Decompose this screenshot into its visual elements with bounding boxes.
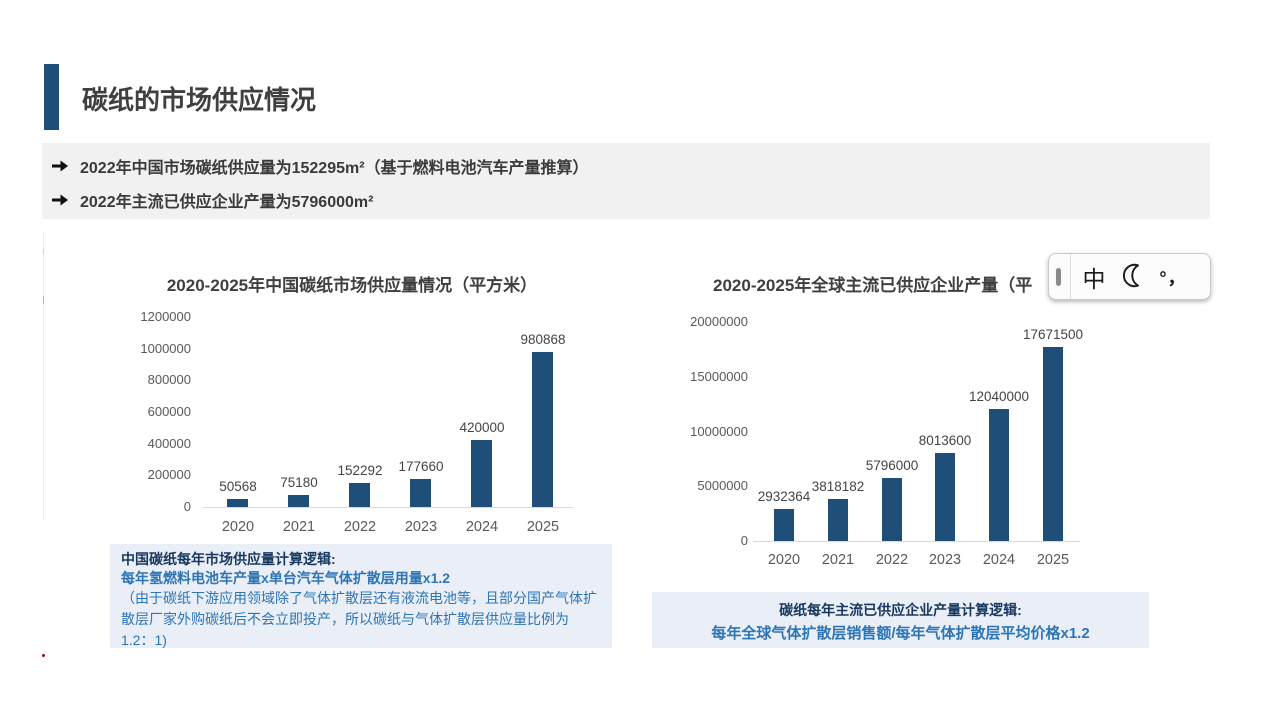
ime-punctuation-toggle-button[interactable]: °， <box>1153 254 1193 299</box>
x-axis-tick-label: 2024 <box>982 552 1016 568</box>
bar-2025 <box>1043 347 1063 541</box>
key-point-text: 2022年主流已供应企业产量为5796000m² <box>80 194 374 211</box>
x-axis-tick-label: 2022 <box>343 519 377 535</box>
key-points-band <box>42 143 1210 219</box>
china-calculation-note: 中国碳纸每年市场供应量计算逻辑: 每年氢燃料电池车产量x单台汽车气体扩散层用量x… <box>110 544 612 648</box>
bar-value-label: 980868 <box>520 332 566 347</box>
ime-toolbar: 中 °， <box>1048 253 1211 300</box>
x-axis-tick-label: 2020 <box>767 552 801 568</box>
bar-2023 <box>935 453 955 541</box>
faint-guide-line <box>43 232 44 520</box>
x-axis-tick-label: 2021 <box>821 552 855 568</box>
bar-value-label: 152292 <box>337 463 383 478</box>
crescent-moon-icon <box>1120 262 1147 292</box>
faint-guide-mark <box>43 249 44 254</box>
y-axis-tick-label: 200000 <box>147 467 191 482</box>
global-calculation-note: 碳纸每年主流已供应企业产量计算逻辑: 每年全球气体扩散层销售额/每年气体扩散层平… <box>652 592 1149 648</box>
title-accent-bar <box>44 64 59 130</box>
global-production-chart-title: 2020-2025年全球主流已供应企业产量（平 <box>713 276 1033 295</box>
bar-2025 <box>532 352 553 507</box>
y-axis-tick-label: 20000000 <box>690 314 748 329</box>
x-axis-tick-label: 2021 <box>282 519 316 535</box>
x-axis-line <box>203 507 573 508</box>
x-axis-line <box>753 541 1080 542</box>
arrow-bullet-icon <box>52 159 69 173</box>
note-heading: 中国碳纸每年市场供应量计算逻辑: <box>121 551 336 567</box>
x-axis-tick-label: 2025 <box>526 519 560 535</box>
y-axis-tick-label: 800000 <box>147 372 191 387</box>
arrow-bullet-icon <box>52 193 69 207</box>
page-title: 碳纸的市场供应情况 <box>82 85 317 115</box>
bar-2024 <box>989 409 1009 541</box>
bar-value-label: 5796000 <box>865 458 919 473</box>
y-axis-tick-label: 15000000 <box>690 369 748 384</box>
y-axis-tick-label: 0 <box>183 499 191 514</box>
bar-2020 <box>227 499 248 507</box>
faint-guide-mark <box>43 296 44 304</box>
x-axis-tick-label: 2023 <box>928 552 962 568</box>
y-axis-tick-label: 0 <box>740 533 748 548</box>
y-axis-tick-label: 1200000 <box>140 309 191 324</box>
bar-2024 <box>471 440 492 507</box>
y-axis-tick-label: 1000000 <box>140 341 191 356</box>
bar-value-label: 12040000 <box>968 389 1030 404</box>
bar-value-label: 3818182 <box>811 479 865 494</box>
bar-2020 <box>774 509 794 541</box>
ime-language-mode-button[interactable]: 中 <box>1075 254 1113 299</box>
red-dot-artifact <box>42 654 45 657</box>
y-axis-tick-label: 600000 <box>147 404 191 419</box>
key-point-row: 2022年主流已供应企业产量为5796000m² <box>52 188 373 212</box>
x-axis-tick-label: 2022 <box>875 552 909 568</box>
bar-value-label: 75180 <box>280 475 318 490</box>
bar-2023 <box>410 479 431 507</box>
y-axis-tick-label: 10000000 <box>690 424 748 439</box>
key-point-row: 2022年中国市场碳纸供应量为152295m²（基于燃料电池汽车产量推算） <box>52 154 589 178</box>
y-axis-tick-label: 400000 <box>147 436 191 451</box>
bar-value-label: 2932364 <box>757 489 811 504</box>
key-point-text: 2022年中国市场碳纸供应量为152295m²（基于燃料电池汽车产量推算） <box>80 160 589 177</box>
note-formula: 每年全球气体扩散层销售额/每年气体扩散层平均价格x1.2 <box>711 625 1090 642</box>
note-heading: 碳纸每年主流已供应企业产量计算逻辑: <box>779 602 1022 618</box>
bar-2022 <box>349 483 370 507</box>
bar-value-label: 177660 <box>398 459 444 474</box>
bar-value-label: 50568 <box>219 479 257 494</box>
x-axis-tick-label: 2025 <box>1036 552 1070 568</box>
ime-drag-handle[interactable] <box>1056 267 1061 286</box>
bar-value-label: 420000 <box>459 420 505 435</box>
bar-value-label: 17671500 <box>1022 327 1084 342</box>
x-axis-tick-label: 2020 <box>221 519 255 535</box>
y-axis-tick-label: 5000000 <box>697 478 748 493</box>
x-axis-tick-label: 2023 <box>404 519 438 535</box>
bar-2021 <box>828 499 848 541</box>
note-detail: （由于碳纸下游应用领域除了气体扩散层还有液流电池等，且部分国产气体扩散层厂家外购… <box>121 590 597 648</box>
china-supply-chart-title: 2020-2025年中国碳纸市场供应量情况（平方米） <box>166 276 538 295</box>
ime-divider <box>1070 254 1071 299</box>
bar-2022 <box>882 478 902 541</box>
bar-2021 <box>288 495 309 507</box>
x-axis-tick-label: 2024 <box>465 519 499 535</box>
bar-value-label: 8013600 <box>918 433 972 448</box>
ime-fullwidth-toggle-button[interactable] <box>1113 254 1153 299</box>
note-formula: 每年氢燃料电池车产量x单台汽车气体扩散层用量x1.2 <box>121 570 451 586</box>
